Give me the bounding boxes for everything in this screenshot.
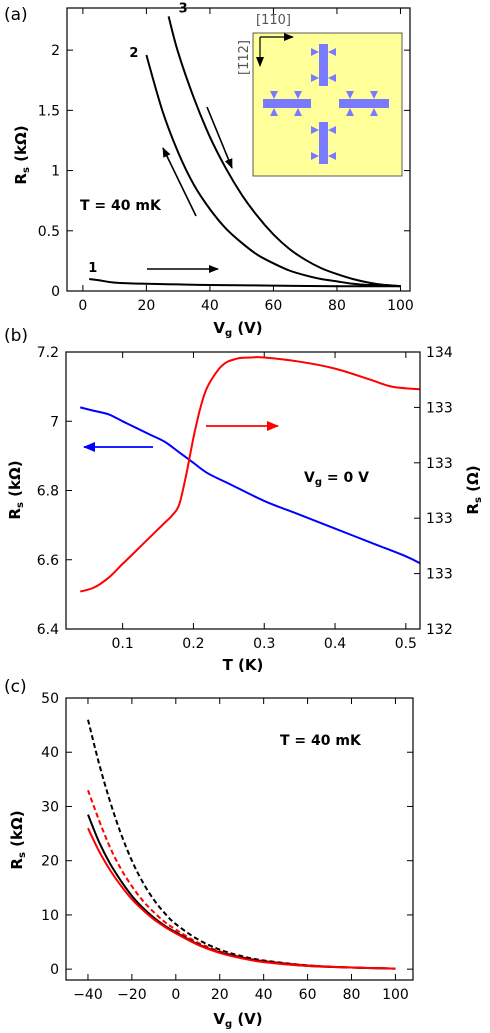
y-axis-title-b-left: Rs (kΩ) xyxy=(6,460,26,519)
gate-voltage-annotation-b: Vg = 0 V xyxy=(304,470,369,488)
x-tick-label: 100 xyxy=(387,298,414,314)
y-tick-label-right: 133 xyxy=(426,567,453,583)
temperature-annotation-a: T = 40 mK xyxy=(80,198,162,214)
y-tick-label: 7.2 xyxy=(37,345,59,361)
series-label-3: 3 xyxy=(179,1,188,16)
x-tick-label: 0.2 xyxy=(182,636,204,652)
y-tick-label: 6.6 xyxy=(37,553,59,569)
b-series xyxy=(79,356,421,593)
y-tick-label: 7 xyxy=(50,414,59,430)
plot-frame-a xyxy=(66,7,411,292)
series-line-c-1 xyxy=(87,719,396,970)
series-label-1: 1 xyxy=(88,261,97,276)
inset-device-pattern xyxy=(263,44,389,164)
a-ticks: 0 20 40 60 80 100 0 0.5 1 1.5 2 xyxy=(38,8,414,314)
y-tick-label: 30 xyxy=(41,799,59,815)
x-tick-label: 100 xyxy=(382,987,409,1003)
x-tick-label: 0.1 xyxy=(112,636,134,652)
y-tick-label: 20 xyxy=(41,854,59,870)
x-tick-label: 40 xyxy=(201,298,219,314)
y-tick-label-right: 132 xyxy=(426,622,453,638)
x-tick-label: −20 xyxy=(117,987,147,1003)
x-tick-label: 20 xyxy=(211,987,229,1003)
x-tick-label: 60 xyxy=(299,987,317,1003)
series-label-2: 2 xyxy=(129,46,138,61)
b-ticks: 0.1 0.2 0.3 0.4 0.5 6.4 6.6 6.8 7 7.2 132 133 133 133… xyxy=(37,345,453,652)
series-line-a-1 xyxy=(89,278,401,288)
series-line-b-1 xyxy=(79,406,421,565)
x-axis-title-c: Vg (V) xyxy=(213,1010,262,1030)
inset-direction-label-left: [1̄12] xyxy=(237,40,252,75)
x-tick-label: 0.3 xyxy=(253,636,275,652)
plot-frame-b xyxy=(65,351,421,630)
inset-direction-label-top: [11̄0] xyxy=(256,13,291,28)
x-tick-label: 80 xyxy=(343,987,361,1003)
y-tick-label: 6.8 xyxy=(37,484,59,500)
y-tick-label: 0 xyxy=(50,962,59,978)
y-axis-title-c: Rs (kΩ) xyxy=(8,810,28,869)
panel-b: (b) 0.1 0.2 0.3 0.4 0.5 6.4 6.6 6.8 7 7.2 132 133 13… xyxy=(4,326,484,674)
y-tick-label: 0 xyxy=(51,284,60,300)
a-series xyxy=(89,16,401,288)
y-tick-label: 1.5 xyxy=(38,103,60,119)
x-tick-label: 0 xyxy=(171,987,180,1003)
panel-label-a: (a) xyxy=(4,5,28,25)
y-axis-title-b-right: Rs (Ω) xyxy=(464,465,484,514)
x-tick-label: 20 xyxy=(137,298,155,314)
series-line-c-3 xyxy=(87,814,396,970)
y-tick-label-right: 133 xyxy=(426,511,453,527)
panel-c: (c) −40 −20 0 20 40 60 80 100 0 10 20 30 40 50 T = 40… xyxy=(4,677,414,1030)
plot-frame-c xyxy=(65,697,414,981)
x-axis-title-a: Vg (V) xyxy=(213,319,262,339)
y-tick-label-right: 134 xyxy=(426,345,453,361)
series-line-c-4 xyxy=(87,827,396,970)
y-tick-label: 40 xyxy=(41,745,59,761)
y-axis-title-a: Rs (kΩ) xyxy=(12,125,32,184)
x-tick-label: 0.4 xyxy=(324,636,346,652)
x-tick-label: 0.5 xyxy=(395,636,417,652)
y-tick-label-right: 133 xyxy=(426,456,453,472)
panel-label-c: (c) xyxy=(4,677,27,697)
x-tick-label: 40 xyxy=(255,987,273,1003)
y-tick-label: 6.4 xyxy=(37,622,59,638)
sweep-arrow-up xyxy=(162,147,197,217)
c-series xyxy=(87,719,396,970)
series-line-b-2 xyxy=(79,356,421,593)
y-tick-label-right: 133 xyxy=(426,400,453,416)
x-tick-label: 0 xyxy=(78,298,87,314)
x-tick-label: 80 xyxy=(328,298,346,314)
series-line-c-2 xyxy=(87,789,396,970)
sweep-arrow-down xyxy=(206,106,233,169)
panel-label-b: (b) xyxy=(4,326,28,346)
series-line-a-2 xyxy=(145,54,401,288)
temperature-annotation-c: T = 40 mK xyxy=(280,733,362,749)
series-line-a-3 xyxy=(167,16,401,288)
y-tick-label: 2 xyxy=(51,43,60,59)
x-tick-label: −40 xyxy=(73,987,103,1003)
y-tick-label: 10 xyxy=(41,908,59,924)
x-tick-label: 60 xyxy=(265,298,283,314)
c-ticks: −40 −20 0 20 40 60 80 100 0 10 20 30 40 50 xyxy=(41,691,413,1003)
x-axis-title-b: T (K) xyxy=(223,656,264,674)
crystal-inset: [11̄0] [1̄12] xyxy=(237,13,403,177)
y-tick-label: 1 xyxy=(51,164,60,180)
y-tick-label: 50 xyxy=(41,691,59,707)
y-tick-label: 0.5 xyxy=(38,224,60,240)
